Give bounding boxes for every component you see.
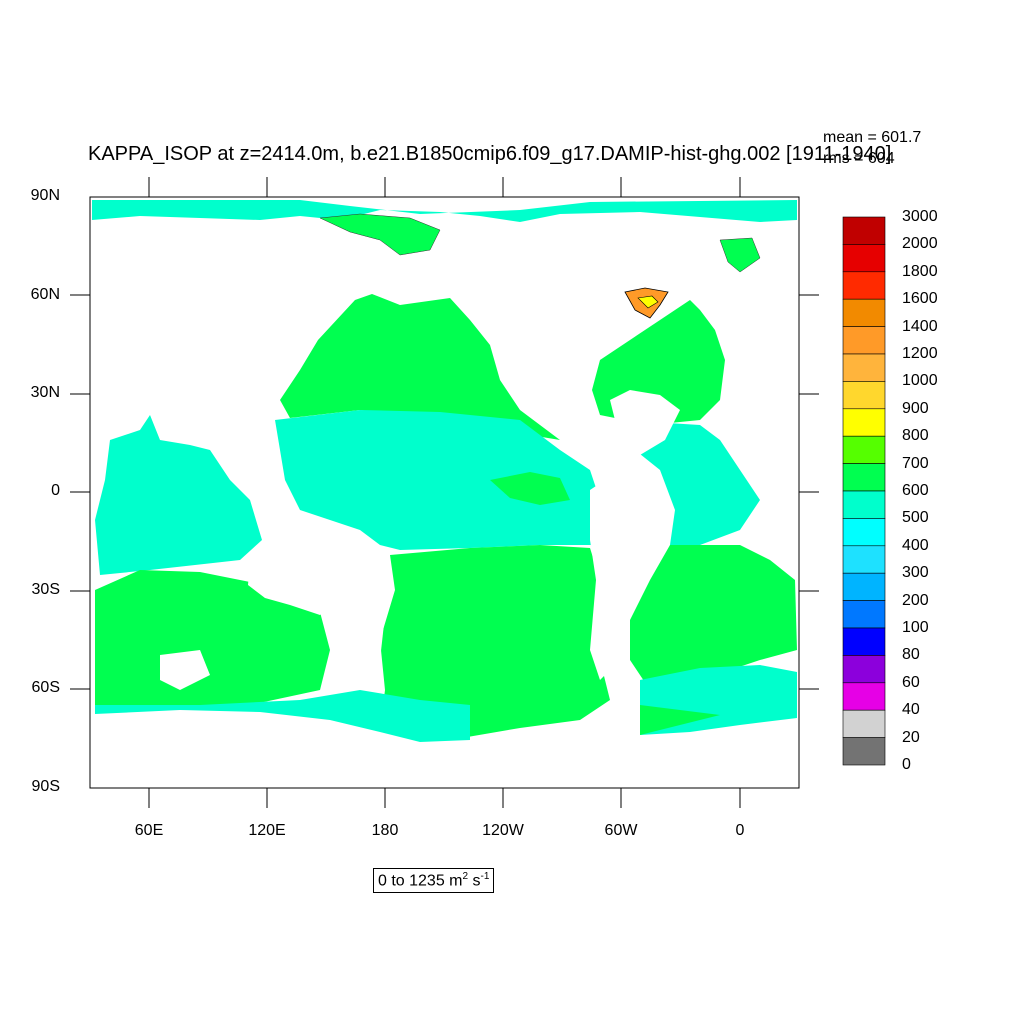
colorbar-level-label: 80 [902, 646, 920, 664]
colorbar-level-label: 900 [902, 399, 929, 417]
colorbar-box [842, 490, 886, 519]
colorbar-box [842, 298, 886, 327]
lon-label-180: 180 [371, 822, 399, 839]
colorbar-level-label: 800 [902, 427, 929, 445]
colorbar-box [842, 709, 886, 738]
colorbar-level-label: 1200 [902, 345, 938, 362]
lat-label-60n: 60N [30, 286, 60, 303]
colorbar-level-label: 600 [902, 482, 929, 499]
colorbar-box [842, 326, 886, 355]
colorbar-box [842, 463, 886, 492]
region-tropics-west [95, 415, 262, 575]
colorbar-box [842, 600, 886, 629]
rms-stat: rms = 604 [823, 150, 895, 167]
colorbar-box [842, 353, 886, 382]
colorbar-box [842, 244, 886, 273]
land-south-america [590, 470, 665, 680]
land-antarctic-strip [160, 650, 210, 690]
map-ticks [70, 177, 819, 808]
region-greenland [319, 213, 441, 256]
colorbar-level-label: 200 [902, 591, 929, 609]
colorbar-box [842, 435, 886, 464]
lon-label-60e: 60E [134, 822, 164, 839]
range-mid: s [468, 872, 481, 890]
plot-title: KAPPA_ISOP at z=2414.0m, b.e21.B1850cmip… [88, 143, 892, 165]
land-australia [248, 540, 345, 615]
colorbar-level-label: 1400 [902, 317, 938, 335]
range-label: 0 to 1235 m2 s-1 [373, 868, 495, 894]
land-nz [350, 590, 385, 668]
colorbar-box [842, 655, 886, 684]
colorbar-level-label: 700 [902, 454, 929, 472]
colorbar-level-label: 500 [902, 509, 929, 527]
colorbar-level-label: 0 [902, 756, 911, 773]
colorbar-level-label: 2000 [902, 235, 938, 253]
region-eq-atlantic-green [490, 472, 570, 505]
colorbar-box [842, 518, 886, 547]
colorbar-level-label: 3000 [902, 208, 938, 225]
colorbar-box [842, 381, 886, 410]
region-tropics-pacific [275, 410, 600, 550]
mean-stat: mean = 601.7 [823, 129, 922, 146]
colorbar-box [842, 408, 886, 437]
colorbar-level-label: 40 [902, 701, 920, 719]
colorbar-box [842, 737, 886, 766]
region-labrador-core [637, 295, 659, 309]
colorbar-box [842, 216, 886, 245]
lat-label-30s: 30S [31, 581, 60, 598]
region-antarctic-east-green [640, 705, 720, 735]
colorbar-level-label: 20 [902, 728, 920, 746]
lon-label-120e: 120E [248, 822, 286, 839]
range-unit-sup2: -1 [480, 871, 490, 882]
lon-label-60w: 60W [604, 822, 638, 839]
lon-label-0: 0 [735, 822, 745, 839]
colorbar-box [842, 682, 886, 711]
lat-label-90n: 90N [30, 187, 60, 204]
region-antarctic-band [95, 690, 470, 742]
colorbar [842, 216, 886, 766]
region-southern-indian [95, 570, 330, 712]
lat-label-0: 0 [51, 482, 60, 499]
region-southern-atlantic [630, 545, 797, 690]
colorbar-level-label: 1000 [902, 372, 938, 390]
region-southern-pacific [380, 545, 610, 740]
colorbar-box [842, 572, 886, 601]
lon-label-120w: 120W [482, 822, 524, 839]
colorbar-level-label: 1800 [902, 262, 938, 280]
colorbar-level-label: 300 [902, 564, 929, 582]
range-text: 0 to 1235 m [378, 872, 463, 890]
colorbar-level-label: 100 [902, 619, 929, 636]
lat-label-60s: 60S [31, 679, 60, 696]
colorbar-box [842, 545, 886, 574]
lat-label-30n: 30N [30, 384, 60, 401]
land-africa [610, 390, 680, 455]
region-tropics-atlantic [618, 420, 760, 545]
colorbar-level-label: 60 [902, 673, 920, 691]
colorbar-box [842, 271, 886, 300]
region-arctic [92, 200, 797, 222]
colorbar-level-label: 400 [902, 536, 929, 554]
region-nordic [719, 237, 761, 273]
range-unit-sup1: 2 [462, 871, 469, 882]
region-north-pacific [280, 294, 560, 440]
colorbar-level-label: 1600 [902, 290, 938, 308]
colorbar-box [842, 627, 886, 656]
lat-label-90s: 90S [31, 778, 60, 795]
